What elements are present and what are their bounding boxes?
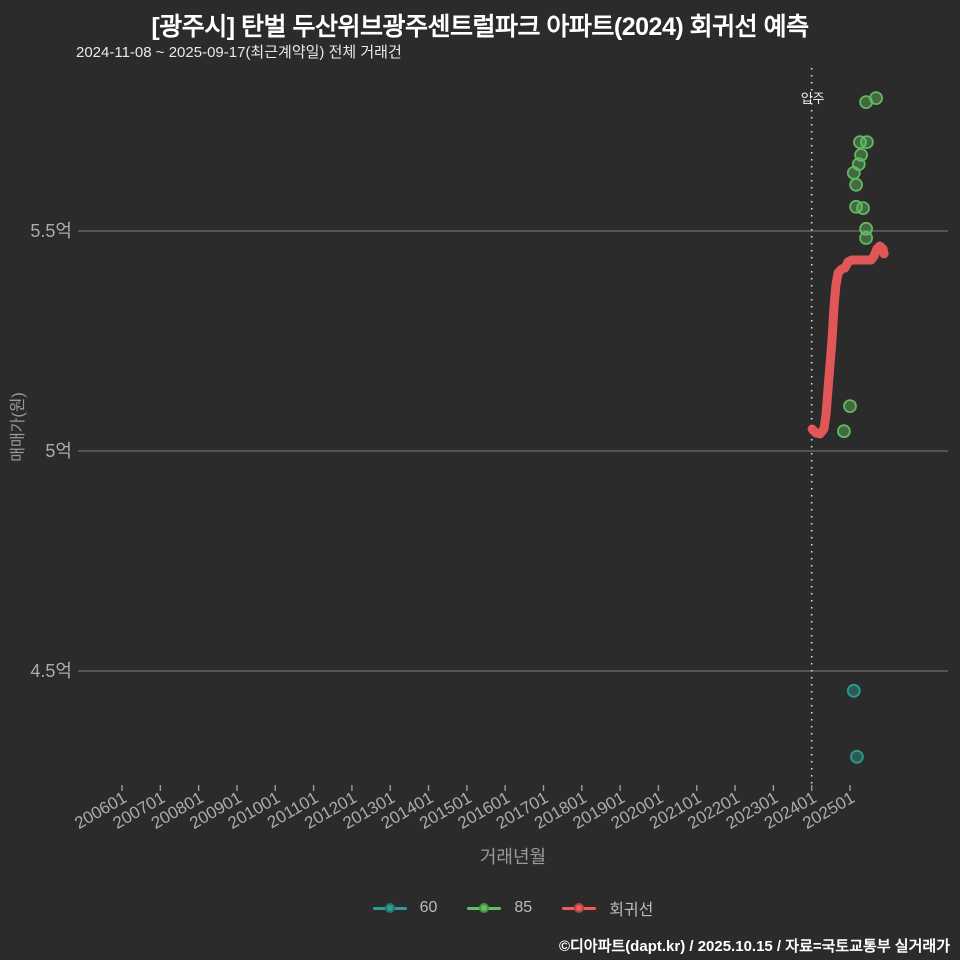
move-in-label: 입주	[801, 91, 825, 106]
legend-item-85[interactable]: 85	[467, 899, 532, 917]
legend-item-60[interactable]: 60	[372, 899, 438, 917]
series-60-point[interactable]	[850, 749, 864, 764]
series-60-point[interactable]	[846, 683, 861, 698]
series-85-point[interactable]	[843, 399, 857, 414]
x-axis-title: 거래년월	[479, 847, 547, 867]
y-tick-label: 5.5억	[30, 221, 72, 241]
series-85-point[interactable]	[849, 177, 863, 192]
legend-label: 회귀선	[609, 902, 654, 919]
series-85-point[interactable]	[859, 231, 873, 245]
series-85-point[interactable]	[837, 424, 851, 439]
y-tick-label: 4.5억	[30, 661, 72, 681]
series-85-point[interactable]	[860, 135, 874, 150]
legend-dot-icon	[479, 903, 490, 913]
legend-label: 85	[514, 899, 533, 916]
series-85-point[interactable]	[869, 91, 883, 105]
series-85-point[interactable]	[856, 201, 870, 216]
legend-marker-icon	[562, 903, 597, 913]
chart-title: [광주시] 탄벌 두산위브광주센트럴파크 아파트(2024) 회귀선 예측	[151, 13, 809, 41]
legend-marker-icon	[467, 903, 502, 913]
legend: 60 85 회귀선	[78, 896, 948, 920]
y-axis-title: 매매가(원)	[10, 392, 27, 462]
legend-dot-icon	[574, 903, 585, 913]
chart-subtitle: 2024-11-08 ~ 2025-09-17(최근계약일) 전체 거래건	[76, 44, 402, 61]
legend-dot-icon	[384, 903, 395, 913]
footer-credit: ©디아파트(dapt.kr) / 2025.10.15 / 자료=국토교통부 실…	[558, 938, 950, 955]
series-85-point[interactable]	[854, 147, 868, 162]
legend-item-회귀선[interactable]: 회귀선	[562, 896, 653, 920]
legend-marker-icon	[372, 903, 407, 913]
y-tick-label: 5억	[45, 441, 72, 461]
regression-line	[807, 241, 889, 439]
legend-label: 60	[419, 899, 438, 916]
